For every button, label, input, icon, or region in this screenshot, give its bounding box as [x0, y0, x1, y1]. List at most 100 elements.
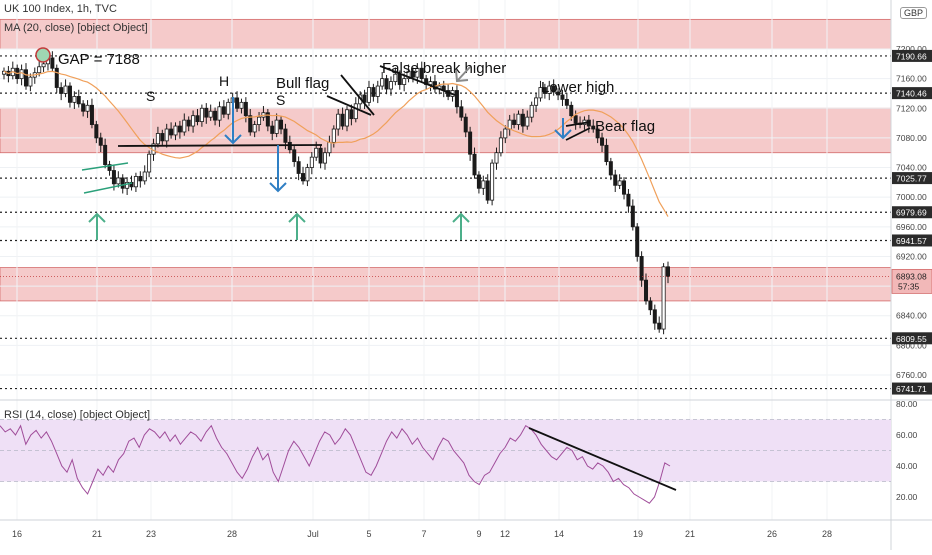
candle: [305, 163, 310, 187]
candle: [142, 165, 147, 185]
candle: [657, 316, 662, 333]
false-break-label: False break higher: [382, 60, 506, 77]
candle-body: [292, 149, 297, 163]
rsi-tick-label: 40.00: [896, 461, 918, 471]
candle-body: [94, 124, 99, 139]
candle-body: [235, 97, 240, 109]
rsi-tick-label: 60.00: [896, 430, 918, 440]
candle: [72, 91, 77, 110]
candle-body: [542, 87, 547, 94]
candle-body: [301, 173, 306, 182]
ma-legend: MA (20, close) [object Object]: [4, 22, 148, 34]
candle: [371, 83, 376, 102]
candle: [652, 304, 657, 330]
candle-body: [402, 78, 407, 85]
candle-body: [107, 164, 112, 171]
candle: [296, 156, 301, 181]
arrow-head: [88, 212, 106, 223]
candle: [116, 171, 121, 188]
candle-body: [573, 115, 578, 124]
neckline: [117, 144, 323, 147]
candle-body: [516, 113, 521, 125]
candle-body: [463, 116, 468, 133]
shoulder-right-label: S: [276, 92, 285, 108]
candle-body: [279, 119, 284, 130]
candle: [608, 157, 613, 181]
candle-body: [556, 91, 561, 96]
candle-body: [604, 144, 609, 163]
candle: [59, 82, 64, 101]
price-tick-label: 6960.00: [896, 222, 927, 232]
candle-body: [28, 76, 33, 87]
candle: [529, 101, 534, 123]
candle: [591, 119, 596, 133]
candle: [243, 97, 248, 123]
rsi-legend: RSI (14, close) [object Object]: [4, 409, 151, 421]
candle: [155, 126, 160, 148]
down-arrow-right-shoulder: [269, 145, 287, 193]
candle: [252, 120, 257, 138]
candle: [235, 91, 240, 112]
candle-body: [661, 266, 666, 330]
candle-body: [309, 156, 314, 168]
candle-body: [494, 152, 499, 164]
candle-body: [353, 103, 358, 120]
candle-body: [327, 141, 332, 154]
candle-body: [393, 73, 398, 83]
price-tick-label: 7160.00: [896, 74, 927, 84]
candle: [217, 101, 222, 127]
shoulder-left-label: S: [146, 88, 155, 104]
rsi-divergence-line: [528, 427, 677, 491]
price-levels: [0, 55, 891, 390]
up-arrow-3: [452, 212, 470, 240]
candle: [406, 64, 411, 83]
candle-body: [160, 133, 165, 142]
rsi-tick-label: 20.00: [896, 492, 918, 502]
candle-body: [551, 85, 556, 93]
candle: [525, 110, 530, 130]
arrow-head: [269, 182, 287, 193]
candle: [375, 80, 380, 104]
candle-body: [617, 180, 622, 186]
candle: [538, 80, 543, 102]
head-label: H: [219, 73, 229, 89]
candle: [490, 159, 495, 206]
candle-body: [498, 137, 503, 154]
candle-body: [274, 119, 279, 134]
candle-body: [142, 171, 147, 182]
candle: [173, 122, 178, 141]
arrow-head: [455, 69, 469, 83]
candle-body: [503, 128, 508, 139]
candle: [23, 63, 28, 90]
candle: [626, 189, 631, 213]
candle: [661, 263, 666, 335]
candle: [428, 76, 433, 92]
candle: [393, 67, 398, 86]
candle-body: [419, 67, 424, 80]
candle: [644, 273, 649, 305]
gray-arrow: [455, 66, 471, 83]
candle: [613, 169, 618, 192]
time-tick-label: 19: [633, 529, 643, 539]
candle-body: [388, 81, 393, 90]
candle-body: [323, 152, 328, 164]
price-tick-label: 7000.00: [896, 192, 927, 202]
candle-body: [239, 101, 244, 109]
candle-body: [336, 113, 341, 130]
candle-body: [89, 104, 94, 125]
candle: [309, 151, 314, 175]
candle: [208, 104, 213, 121]
up-arrow-2: [288, 212, 306, 240]
time-tick-label: 21: [685, 529, 695, 539]
price-level-tag: [892, 332, 932, 345]
candle-body: [560, 94, 565, 100]
down-arrow-head: [224, 97, 242, 145]
rsi-tick-label: 80.00: [896, 399, 918, 409]
candle-body: [186, 119, 191, 127]
candle: [498, 131, 503, 157]
candle: [617, 174, 622, 190]
candle: [336, 109, 341, 136]
candle-body: [375, 85, 380, 97]
currency-badge[interactable]: GBP: [900, 7, 928, 19]
